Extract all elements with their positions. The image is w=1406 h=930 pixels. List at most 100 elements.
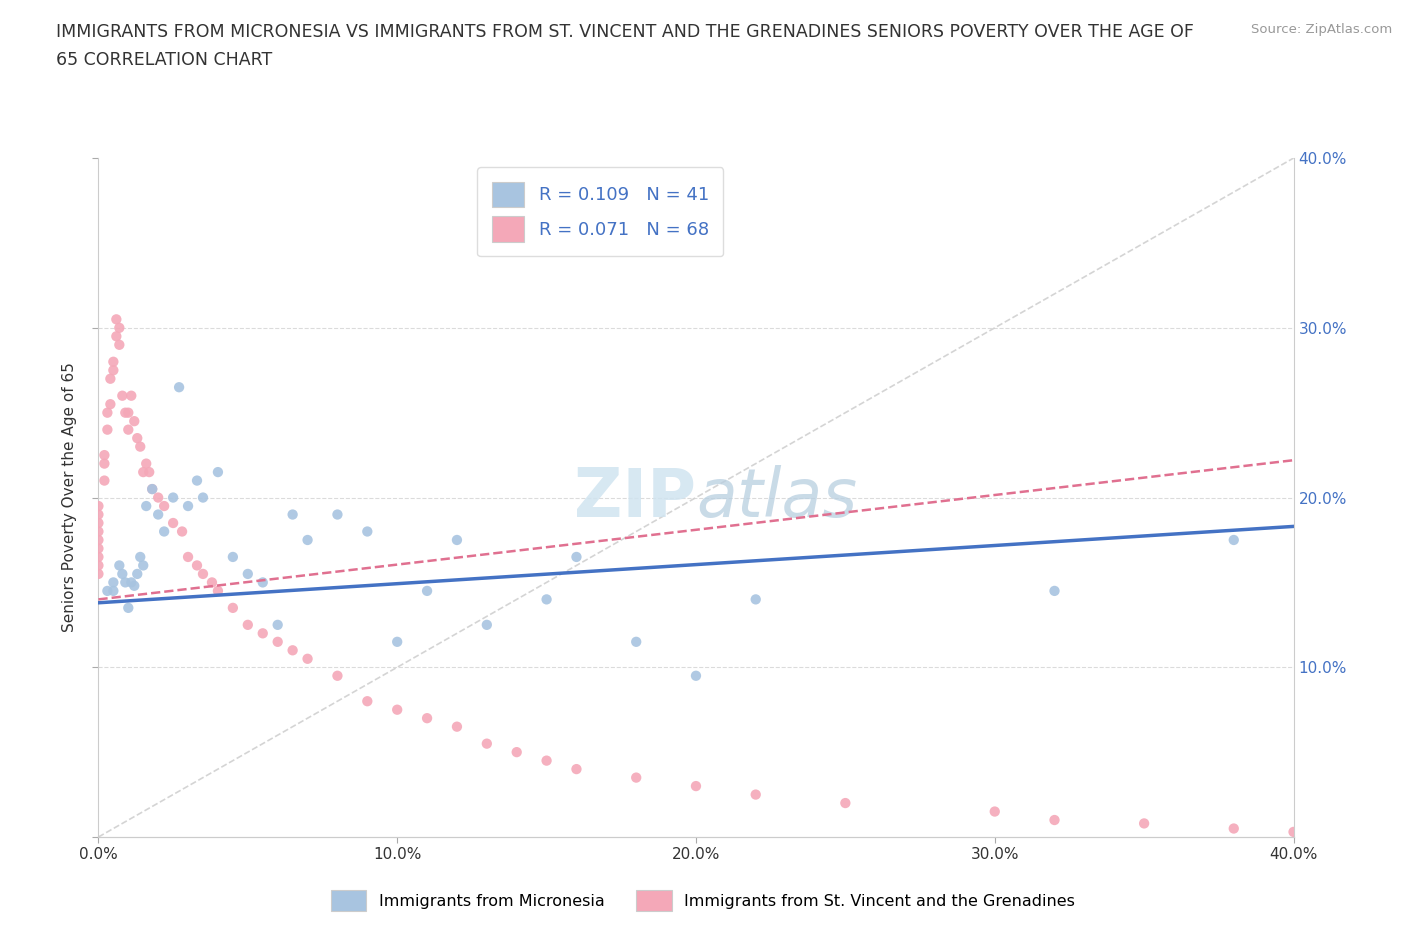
Point [132,558,155,573]
Point [416,711,439,725]
Point [103,363,125,378]
Point [191,490,214,505]
Point [267,634,290,649]
Point [103,354,125,369]
Point [117,405,139,420]
Point [177,550,200,565]
Point [385,702,409,717]
Point [96,583,118,598]
Point [984,804,1007,819]
Point [222,550,245,565]
Point [127,566,149,581]
Point [117,422,139,437]
Point [1282,825,1305,840]
Point [252,575,274,590]
Point [108,558,131,573]
Point [506,745,529,760]
Point [135,498,157,513]
Point [117,601,139,616]
Point [177,498,200,513]
Point [1043,813,1066,828]
Point [186,558,208,573]
Point [236,618,259,632]
Point [297,533,319,548]
Point [475,618,498,632]
Point [281,507,304,522]
Point [141,482,163,497]
Point [111,389,134,404]
Point [100,397,122,412]
Point [222,601,245,616]
Text: atlas: atlas [696,465,858,530]
Point [191,566,214,581]
Point [536,753,558,768]
Point [745,592,768,607]
Point [1343,826,1365,841]
Point [356,525,378,539]
Point [536,592,558,607]
Point [834,796,856,811]
Legend: Immigrants from Micronesia, Immigrants from St. Vincent and the Grenadines: Immigrants from Micronesia, Immigrants f… [325,884,1081,917]
Text: ZIP: ZIP [574,465,696,530]
Point [87,515,110,530]
Point [87,507,110,522]
Point [1223,821,1246,836]
Point [207,583,229,598]
Point [446,719,468,734]
Point [297,651,319,666]
Point [129,439,152,454]
Point [475,737,498,751]
Point [167,379,190,394]
Point [100,371,122,386]
Point [281,643,304,658]
Point [326,507,349,522]
Text: IMMIGRANTS FROM MICRONESIA VS IMMIGRANTS FROM ST. VINCENT AND THE GRENADINES SEN: IMMIGRANTS FROM MICRONESIA VS IMMIGRANTS… [56,23,1194,41]
Point [252,626,274,641]
Text: Source: ZipAtlas.com: Source: ZipAtlas.com [1251,23,1392,36]
Point [93,473,115,488]
Point [162,490,184,505]
Point [162,515,184,530]
Point [626,770,648,785]
Point [87,566,110,581]
Point [141,482,163,497]
Point [148,490,170,505]
Point [626,634,648,649]
Point [124,578,146,593]
Point [87,550,110,565]
Text: 65 CORRELATION CHART: 65 CORRELATION CHART [56,51,273,69]
Point [93,457,115,472]
Point [96,405,118,420]
Point [685,669,707,684]
Point [135,457,157,472]
Point [129,550,152,565]
Point [114,575,136,590]
Point [186,473,208,488]
Point [1133,816,1156,830]
Point [236,566,259,581]
Point [108,338,131,352]
Point [565,550,588,565]
Point [111,566,134,581]
Point [103,583,125,598]
Point [1223,533,1246,548]
Point [87,533,110,548]
Point [114,405,136,420]
Point [105,312,128,326]
Point [356,694,378,709]
Point [96,422,118,437]
Point [87,558,110,573]
Point [385,634,409,649]
Point [87,498,110,513]
Point [120,389,142,404]
Point [267,618,290,632]
Point [120,575,142,590]
Legend: R = 0.109   N = 41, R = 0.071   N = 68: R = 0.109 N = 41, R = 0.071 N = 68 [477,167,724,256]
Point [153,525,176,539]
Point [138,465,160,480]
Point [103,575,125,590]
Point [685,778,707,793]
Point [745,787,768,802]
Point [124,414,146,429]
Point [416,583,439,598]
